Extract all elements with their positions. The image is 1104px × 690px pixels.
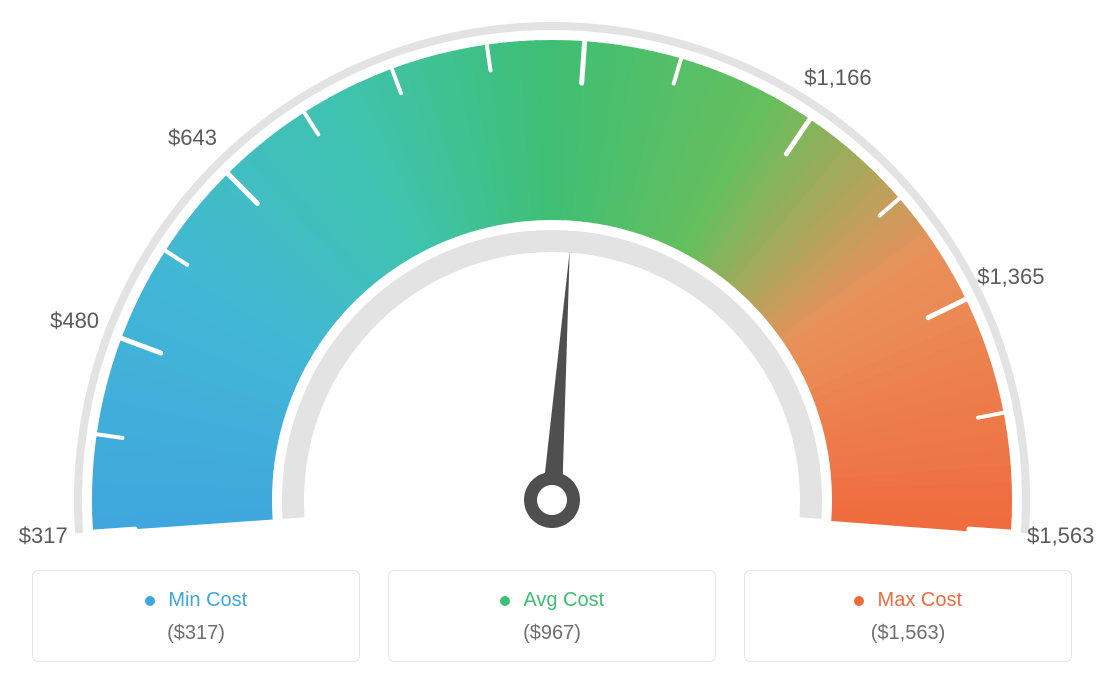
legend-value-avg: ($967) xyxy=(399,622,705,645)
legend-title-min: Min Cost xyxy=(43,589,349,612)
legend-row: Min Cost ($317) Avg Cost ($967) Max Cost… xyxy=(0,560,1104,662)
gauge-tick-label: $480 xyxy=(50,308,99,334)
legend-dot-min xyxy=(145,596,155,606)
legend-value-min: ($317) xyxy=(43,622,349,645)
legend-title-avg: Avg Cost xyxy=(399,589,705,612)
legend-dot-max xyxy=(854,596,864,606)
gauge-tick-label: $1,166 xyxy=(804,65,871,91)
legend-title-text-min: Min Cost xyxy=(168,589,247,611)
legend-card-avg: Avg Cost ($967) xyxy=(388,570,716,662)
legend-card-min: Min Cost ($317) xyxy=(32,570,360,662)
gauge-svg xyxy=(0,0,1104,560)
legend-dot-avg xyxy=(500,596,510,606)
legend-value-max: ($1,563) xyxy=(755,622,1061,645)
gauge-tick-label: $967 xyxy=(564,0,613,4)
gauge-chart: $317 $480 $643 $967 $1,166 $1,365 $1,563 xyxy=(0,0,1104,560)
legend-title-text-max: Max Cost xyxy=(878,589,962,611)
legend-title-max: Max Cost xyxy=(755,589,1061,612)
gauge-tick-label: $1,563 xyxy=(1027,523,1094,549)
legend-card-max: Max Cost ($1,563) xyxy=(744,570,1072,662)
gauge-tick-label: $643 xyxy=(168,125,217,151)
gauge-tick-label: $317 xyxy=(19,523,68,549)
legend-title-text-avg: Avg Cost xyxy=(523,589,604,611)
gauge-tick-label: $1,365 xyxy=(977,264,1044,290)
